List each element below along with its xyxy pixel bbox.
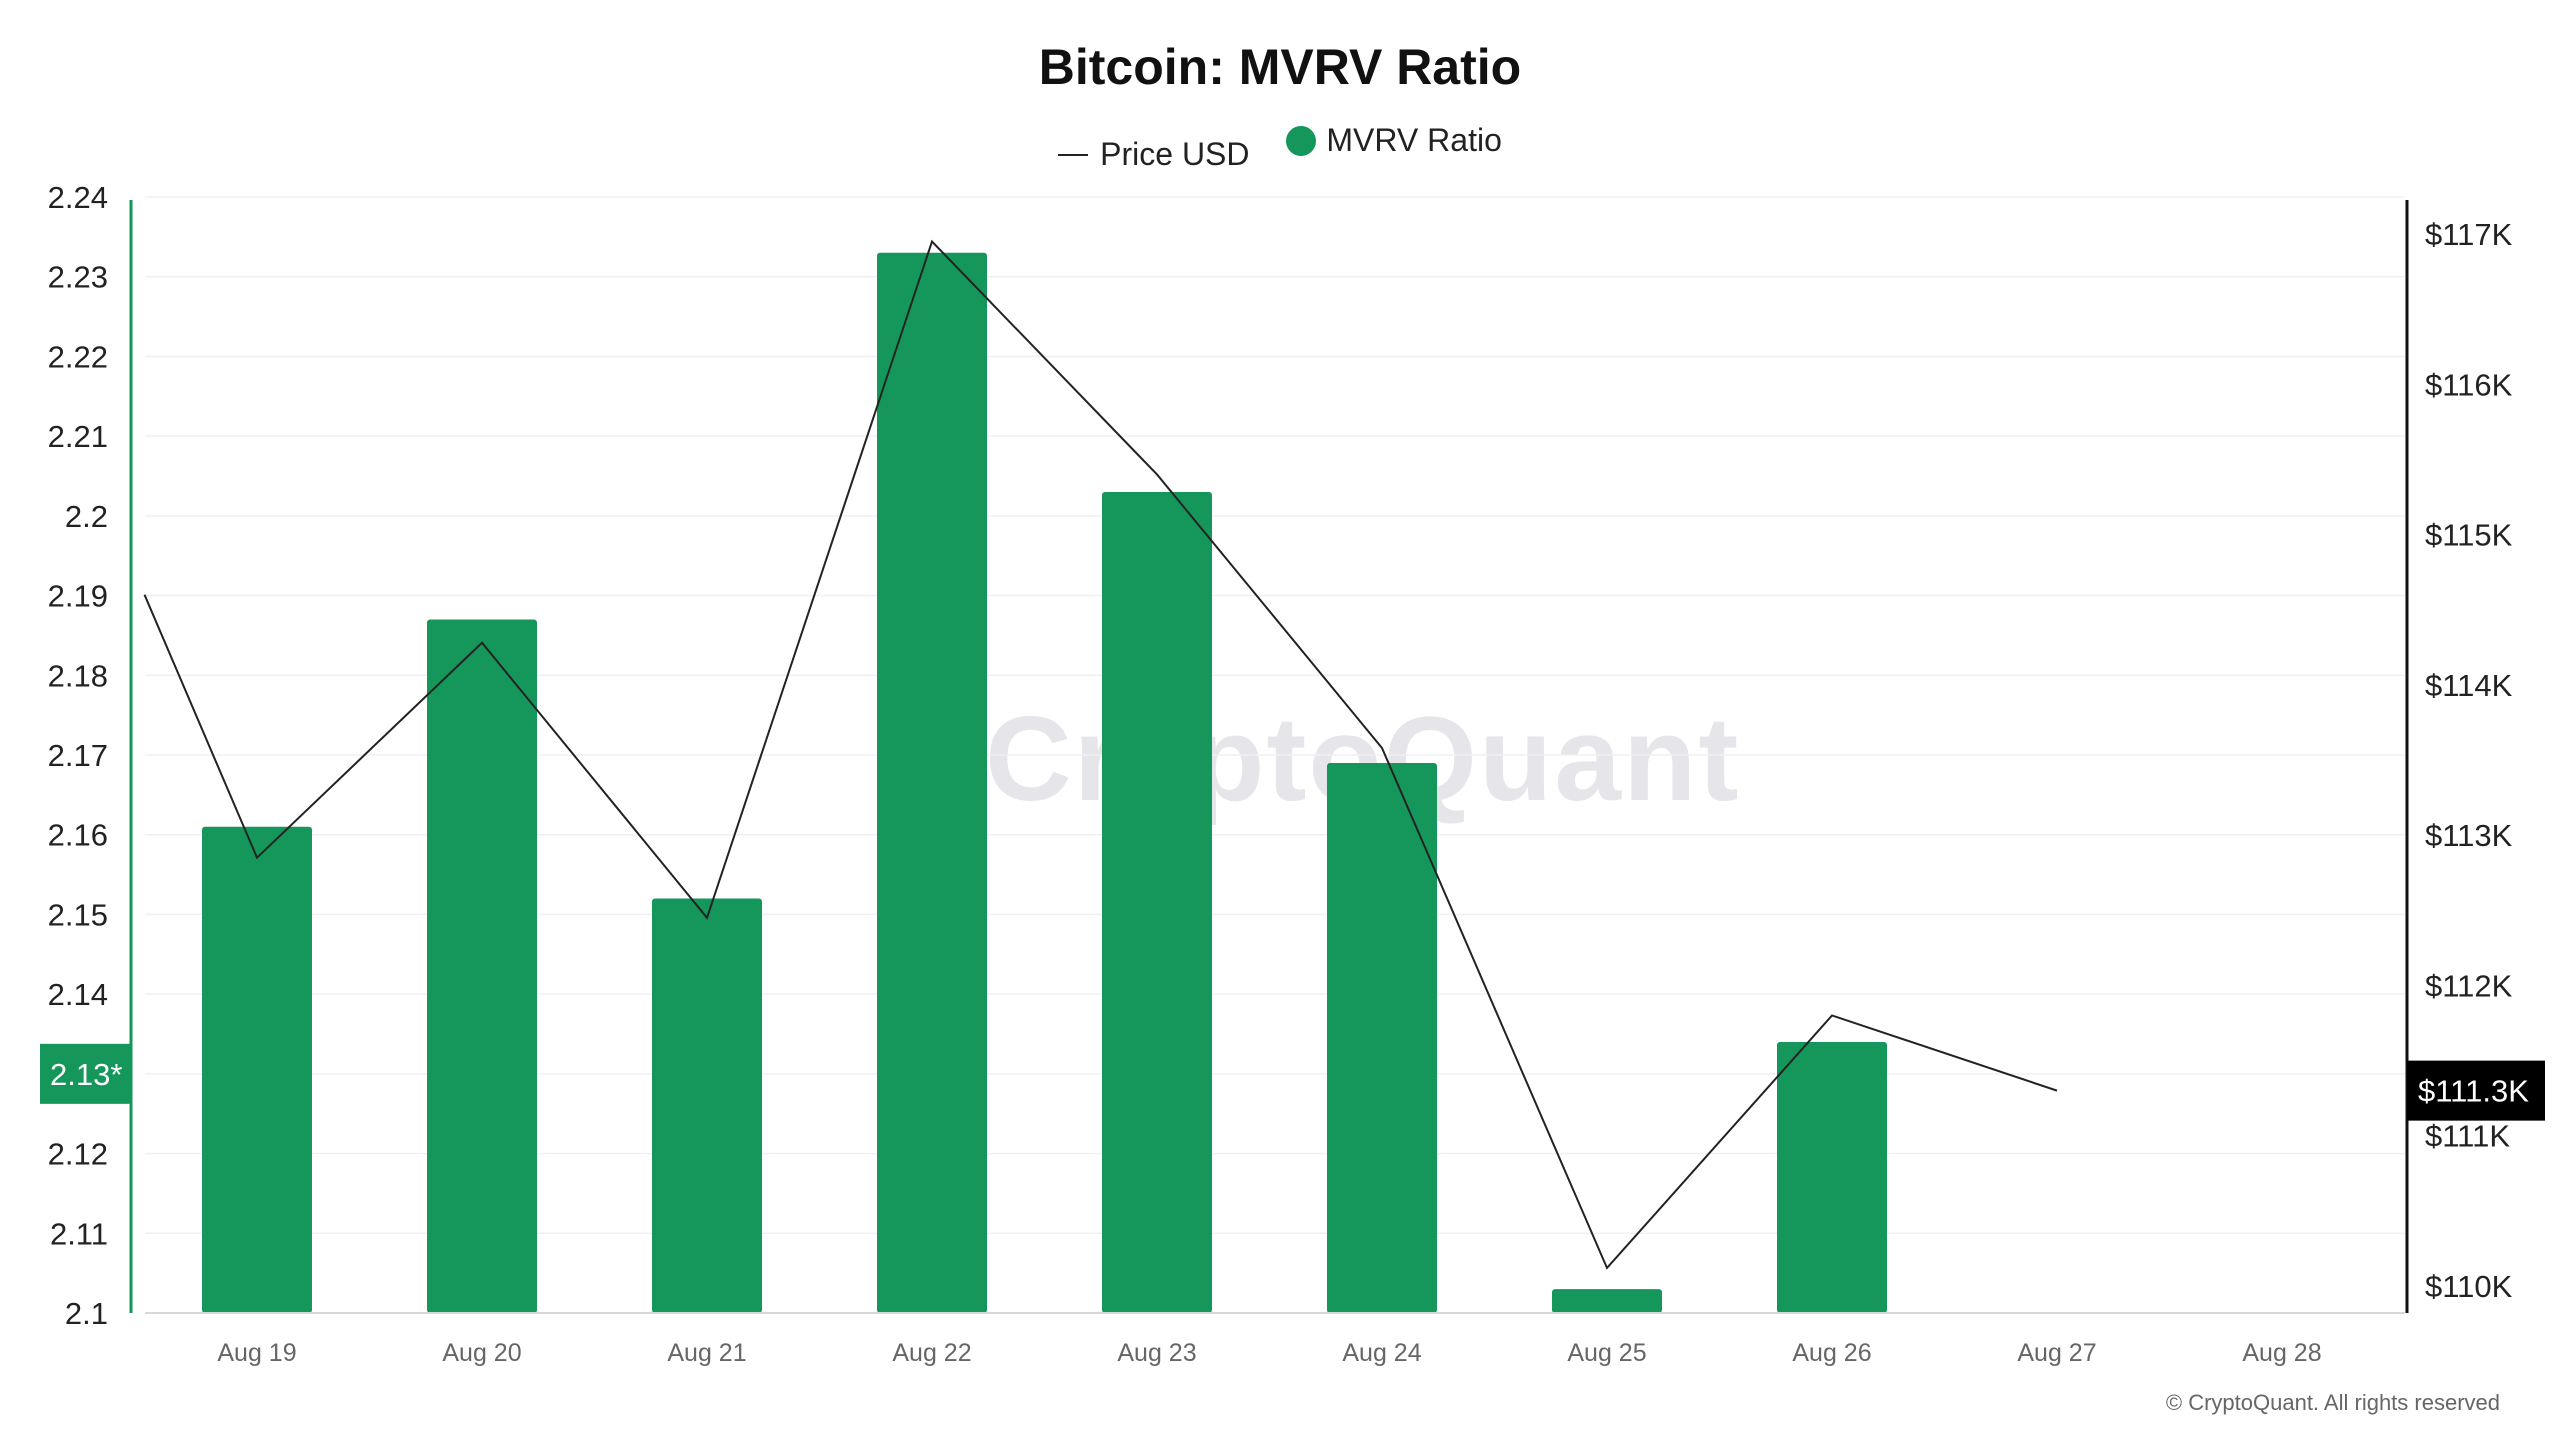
y-right-tick-label: $110K xyxy=(2425,1269,2513,1304)
bar-mvrv xyxy=(427,619,537,1313)
legend: Price USD MVRV Ratio xyxy=(0,122,2560,173)
y-left-tick-label: 2.11 xyxy=(50,1216,108,1251)
current-mvrv-label: 2.13* xyxy=(50,1057,122,1092)
y-right-tick-label: $116K xyxy=(2425,367,2513,402)
bar-mvrv xyxy=(1102,491,1212,1313)
x-tick-label: Aug 27 xyxy=(2017,1339,2096,1367)
y-left-tick-label: 2.2 xyxy=(65,499,108,534)
y-left-tick-label: 2.15 xyxy=(48,897,108,932)
bar-mvrv xyxy=(652,898,762,1313)
y-left-tick-label: 2.23 xyxy=(48,260,108,295)
y-right-tick-label: $117K xyxy=(2425,217,2513,252)
chart-title: Bitcoin: MVRV Ratio xyxy=(1038,39,1522,95)
legend-dot-marker xyxy=(1286,125,1317,156)
bar-mvrv xyxy=(877,252,987,1313)
y-left-tick-label: 2.14 xyxy=(48,977,108,1012)
bar-mvrv xyxy=(1327,762,1437,1313)
y-left-tick-label: 2.16 xyxy=(48,818,108,853)
x-tick-label: Aug 22 xyxy=(892,1339,971,1367)
y-right-tick-label: $113K xyxy=(2425,818,2513,853)
price-line xyxy=(143,239,2058,1270)
y-left-tick-label: 2.19 xyxy=(48,579,108,614)
bar-mvrv xyxy=(202,826,312,1313)
bar-mvrv xyxy=(1777,1041,1887,1313)
y-right-tick-label: $112K xyxy=(2425,968,2513,1003)
current-price-label: $111.3K xyxy=(2418,1074,2529,1109)
y-left-tick-label: 2.18 xyxy=(48,658,108,693)
copyright-text: © CryptoQuant. All rights reserved xyxy=(2165,1390,2500,1415)
y-right-tick-label: $111K xyxy=(2425,1119,2510,1154)
legend-label-mvrv: MVRV Ratio xyxy=(1326,122,1502,158)
x-tick-label: Aug 23 xyxy=(1117,1339,1196,1367)
y-left-tick-label: 2.1 xyxy=(65,1296,108,1331)
legend-item-mvrv[interactable]: MVRV Ratio xyxy=(1286,122,1502,159)
y-right-tick-label: $115K xyxy=(2425,518,2513,553)
x-tick-label: Aug 26 xyxy=(1792,1339,1871,1367)
y-right-tick-label: $114K xyxy=(2425,668,2513,703)
current-price-badge xyxy=(2407,1060,2545,1121)
legend-item-price[interactable]: Price USD xyxy=(1058,136,1250,173)
x-tick-label: Aug 19 xyxy=(217,1339,296,1367)
legend-label-price: Price USD xyxy=(1100,136,1250,172)
y-left-tick-label: 2.24 xyxy=(48,180,108,215)
x-tick-label: Aug 21 xyxy=(667,1339,746,1367)
x-tick-label: Aug 24 xyxy=(1342,1339,1421,1367)
y-left-tick-label: 2.21 xyxy=(48,419,108,454)
bar-mvrv xyxy=(1552,1289,1662,1313)
y-left-tick-label: 2.17 xyxy=(48,738,108,773)
y-left-tick-label: 2.22 xyxy=(48,339,108,374)
y-left-tick-label: 2.12 xyxy=(48,1137,108,1172)
x-tick-label: Aug 28 xyxy=(2242,1339,2321,1367)
legend-line-marker xyxy=(1058,153,1089,156)
x-tick-label: Aug 20 xyxy=(442,1339,521,1367)
x-tick-label: Aug 25 xyxy=(1567,1339,1646,1367)
current-mvrv-badge xyxy=(40,1043,131,1104)
